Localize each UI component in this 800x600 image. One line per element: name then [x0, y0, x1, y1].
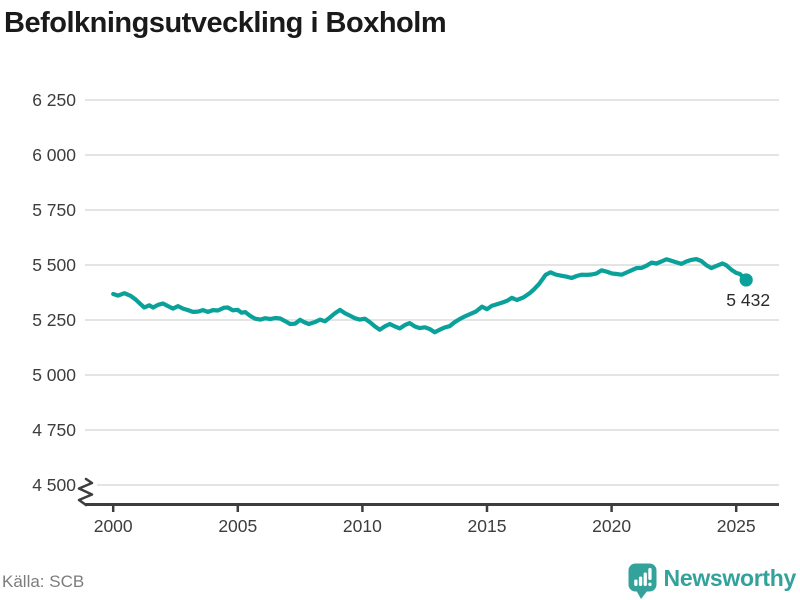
x-axis-label: 2005: [218, 516, 258, 536]
last-value-label: 5 432: [726, 289, 771, 310]
source-label: Källa: SCB: [2, 572, 85, 591]
y-axis-label: 5 250: [32, 310, 76, 330]
chart-title: Befolkningsutveckling i Boxholm: [4, 7, 447, 39]
x-axis-label: 2010: [342, 516, 382, 536]
y-axis-label: 6 250: [32, 90, 76, 110]
y-axis-label: 5 000: [32, 365, 76, 385]
newsworthy-logo: Newsworthy: [628, 562, 796, 600]
y-axis-label: 4 500: [32, 475, 76, 495]
y-axis-label: 5 750: [32, 200, 76, 220]
x-axis-label: 2025: [716, 516, 756, 536]
x-axis-label: 2015: [467, 516, 507, 536]
y-axis-label: 6 000: [32, 145, 76, 165]
x-axis-label: 2000: [93, 516, 133, 536]
newsworthy-wordmark: Newsworthy: [663, 565, 797, 591]
y-axis-label: 4 750: [32, 420, 76, 440]
newsworthy-bubble-chart-icon: [628, 562, 657, 600]
x-axis-label: 2020: [592, 516, 632, 536]
y-axis-label: 5 500: [32, 255, 76, 275]
